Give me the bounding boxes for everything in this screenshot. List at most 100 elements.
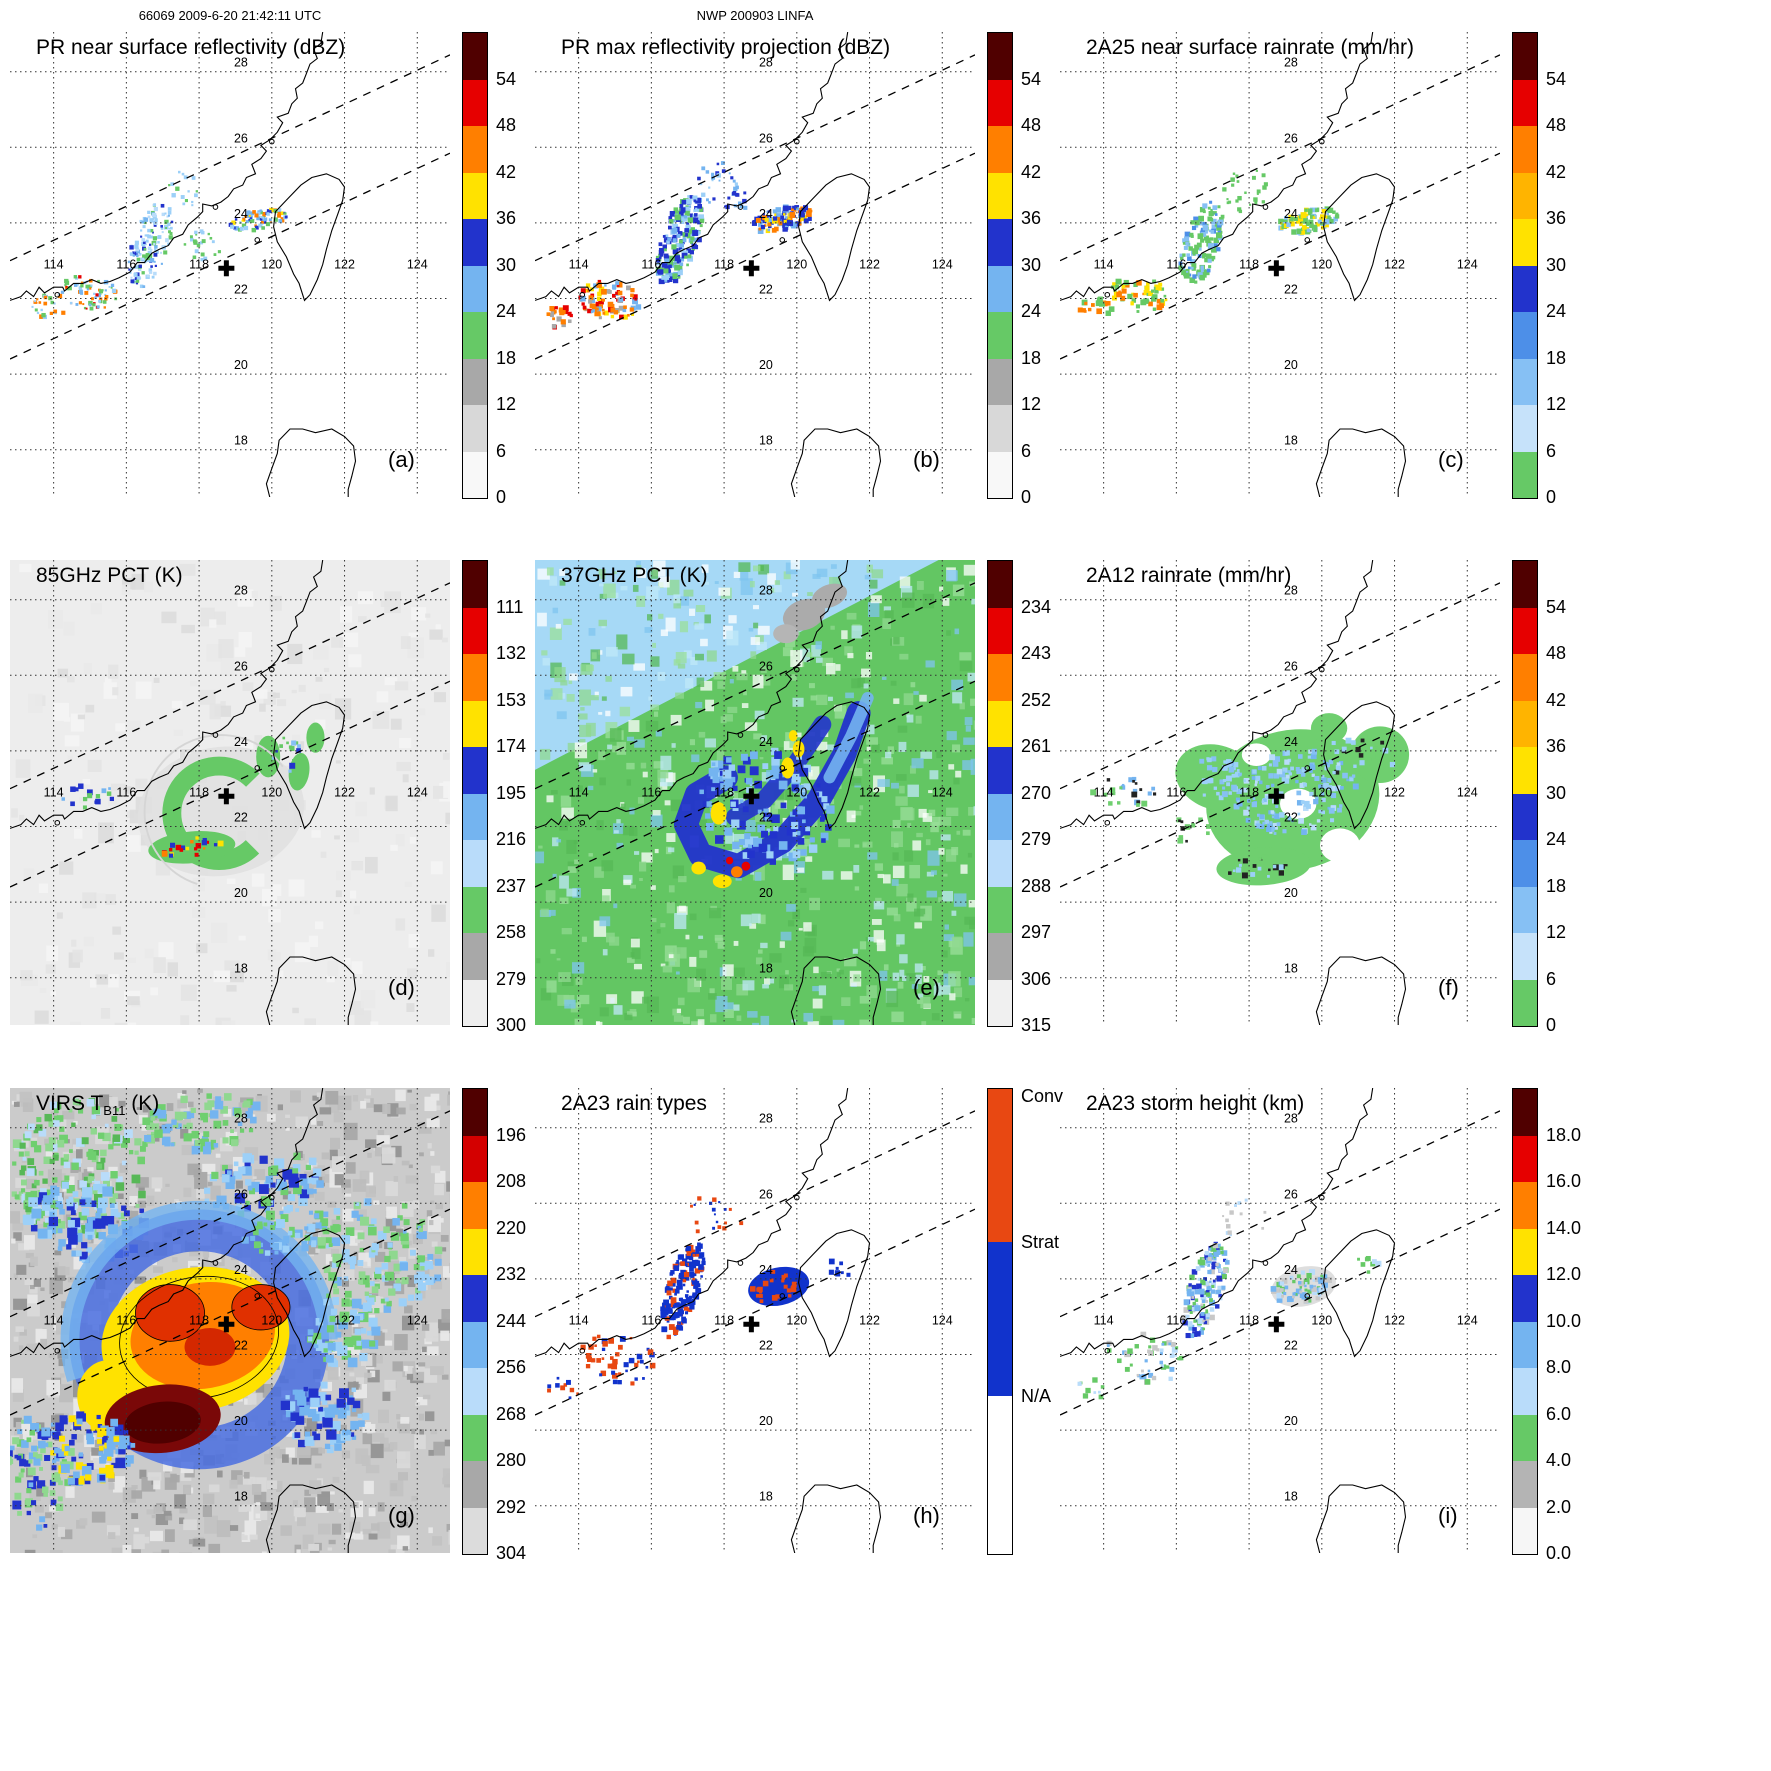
lon-label: 124: [932, 258, 953, 272]
coastline-china: [535, 560, 849, 829]
colorbar-tick: 54: [1546, 68, 1567, 89]
data-blob: [748, 1266, 810, 1307]
storm-header: NWP 200903 LINFA: [696, 8, 814, 23]
colorbar-segment: [463, 126, 487, 173]
lon-label: 114: [569, 1314, 589, 1328]
lon-label: 122: [334, 1314, 355, 1328]
lat-label: 24: [1284, 207, 1298, 221]
colorbar-segment: [463, 312, 487, 359]
island: [254, 237, 261, 243]
colorbar-tick: 306: [1021, 968, 1052, 989]
colorbar-tick: 174: [496, 736, 527, 756]
colorbar-segment: [988, 126, 1012, 173]
island: [1262, 204, 1269, 210]
data-layer: [546, 161, 813, 330]
island: [212, 1260, 219, 1266]
colorbar-segment: [1513, 840, 1537, 887]
panel-title: VIRS TB11 (K): [36, 1092, 159, 1118]
grid-layer: 114 116 118 120 122 124 28 26 24 22 20 18 (a): [10, 32, 450, 497]
island: [1304, 765, 1311, 771]
colorbar-tick: 42: [1546, 689, 1567, 710]
colorbar-segment: [463, 840, 487, 887]
coastline-luzon: [790, 1484, 882, 1553]
swath-edge-line: [535, 582, 975, 790]
lat-label: 28: [234, 56, 248, 70]
lon-label: 116: [641, 1314, 661, 1328]
colorbar-segment: [1513, 1414, 1537, 1461]
lon-label: 118: [189, 786, 209, 800]
lon-label: 120: [786, 1314, 807, 1328]
colorbar-segment: [463, 1228, 487, 1275]
lat-label: 28: [234, 1112, 248, 1126]
panel-title-text: 2A23 storm height (km): [1086, 1092, 1305, 1115]
colorbar-segment: [1513, 700, 1537, 747]
colorbar-dbz: [462, 32, 488, 499]
coastline-china: [535, 32, 849, 301]
grid-layer: 114 116 118 120 122 124 28 26 24 22 20 18 (g): [10, 1088, 450, 1553]
swath-edge-line: [10, 54, 450, 262]
lat-label: 20: [1284, 1414, 1298, 1428]
colorbar-raintype: [987, 1088, 1013, 1555]
lat-label: 22: [1284, 1339, 1298, 1353]
lat-label: 18: [234, 1490, 248, 1504]
colorbar-tick: 10.0: [1546, 1310, 1582, 1331]
island: [1319, 666, 1325, 673]
panel-title-text: 2A12 rainrate (mm/hr): [1086, 564, 1292, 587]
lon-label: 118: [714, 1314, 734, 1328]
lon-label: 122: [334, 258, 355, 272]
colorbar-tick: 54: [1021, 68, 1042, 89]
colorbar-tick: 232: [496, 1264, 527, 1284]
island: [269, 1194, 275, 1201]
data-blob: [256, 735, 281, 778]
colorbar-tick: 132: [496, 643, 527, 663]
lat-label: 28: [759, 1112, 773, 1126]
lat-label: 26: [759, 131, 773, 145]
lat-label: 26: [759, 1187, 773, 1201]
data-layer: [10, 560, 450, 1025]
colorbar-segment: [988, 700, 1012, 747]
lat-label: 20: [759, 1414, 773, 1428]
lat-label: 28: [759, 56, 773, 70]
colorbar-segment: [988, 607, 1012, 654]
coastline-china: [10, 1088, 324, 1357]
colorbar-tick: 42: [496, 161, 517, 182]
colorbar-tick: 54: [496, 68, 517, 89]
island: [269, 666, 275, 673]
island: [1304, 1293, 1311, 1299]
colorbar-segment: [463, 1089, 487, 1136]
data-layer: [1077, 1198, 1382, 1400]
lon-label: 124: [407, 786, 428, 800]
lat-label: 22: [1284, 811, 1298, 825]
colorbar-segment: [1513, 1089, 1537, 1136]
colorbar-tick: 30: [1546, 782, 1567, 803]
colorbar-label: Conv: [1021, 1086, 1064, 1106]
colorbar-tick: 12: [1021, 394, 1042, 414]
colorbar-tick: 234: [1021, 596, 1052, 617]
colorbar-segment: [988, 793, 1012, 840]
data-blob: [1320, 828, 1360, 863]
swath-edge-line: [535, 54, 975, 262]
lon-label: 116: [1166, 1314, 1186, 1328]
panel-i: 2A23 storm height (km) 114 116 118 120 122 124…: [1060, 1088, 1582, 1596]
data-blob: [741, 861, 751, 871]
colorbar-tick: 48: [1546, 115, 1567, 135]
colorbar-tick: 279: [1021, 829, 1052, 849]
coastline-taiwan: [798, 1229, 871, 1358]
panel-letter: (a): [388, 447, 415, 472]
colorbar-segment: [463, 1135, 487, 1182]
colorbar-segment: [463, 219, 487, 266]
data-blob: [788, 730, 798, 742]
colorbar-segment: [988, 840, 1012, 887]
colorbar-tick: 18: [1546, 875, 1567, 896]
grid-layer: 114 116 118 120 122 124 28 26 24 22 20 18 (h): [535, 1088, 975, 1553]
colorbar-tick: 36: [1546, 736, 1567, 756]
colorbar-tick: 18.0: [1546, 1124, 1582, 1145]
island: [1304, 237, 1311, 243]
colorbar-segment: [988, 265, 1012, 312]
data-ring: [162, 756, 276, 871]
coastline-luzon: [265, 1484, 357, 1553]
lon-label: 114: [1094, 258, 1114, 272]
colorbar-tick: 195: [496, 782, 527, 803]
colorbar-segment: [1513, 265, 1537, 312]
swath-edge-line: [1060, 1208, 1500, 1416]
